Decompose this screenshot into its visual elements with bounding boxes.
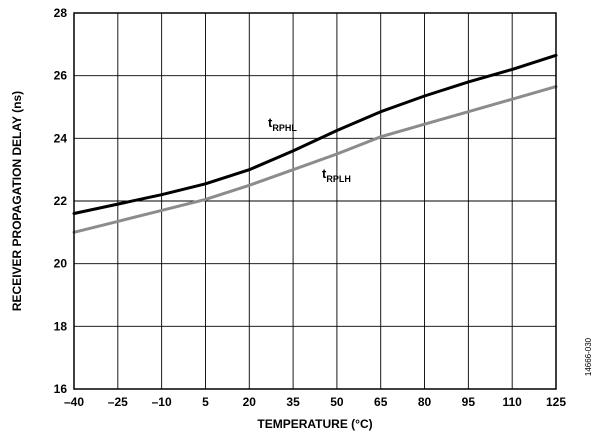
y-tick-label: 28: [54, 6, 68, 20]
y-tick-label: 20: [54, 257, 68, 271]
y-tick-label: 16: [54, 382, 68, 396]
x-tick-label: 35: [286, 395, 300, 409]
series-layer: [72, 53, 558, 234]
series-label-rphl: tRPHL: [268, 115, 297, 133]
series-label-rplh: tRPLH: [322, 166, 351, 184]
x-tick-label: –25: [108, 395, 128, 409]
x-tick-label: 50: [330, 395, 344, 409]
x-tick-label: 110: [503, 395, 523, 409]
series-labels: tRPHL tRPLH: [268, 115, 351, 184]
x-tick-labels: –40 –25 –10 5 20 35 50 65 80 95 110 125: [64, 395, 566, 409]
y-axis-label: RECEIVER PROPAGATION DELAY (ns): [10, 91, 24, 311]
series-line-rphl: [72, 53, 558, 215]
plot-frame: [73, 12, 557, 390]
y-tick-label: 18: [54, 319, 68, 333]
grid: [73, 12, 557, 390]
x-tick-label: –40: [64, 395, 84, 409]
x-tick-label: 95: [462, 395, 476, 409]
figure-id: 14666-030: [584, 337, 593, 376]
x-tick-label: 5: [202, 395, 209, 409]
x-tick-label: 20: [243, 395, 257, 409]
x-tick-label: 65: [374, 395, 388, 409]
x-axis-label: TEMPERATURE (°C): [257, 417, 372, 431]
x-tick-label: 125: [546, 395, 566, 409]
y-tick-label: 22: [54, 194, 68, 208]
y-tick-label: 26: [54, 69, 68, 83]
x-tick-label: –10: [152, 395, 172, 409]
series-line-rplh: [72, 85, 558, 234]
y-tick-label: 24: [54, 131, 68, 145]
y-tick-labels: 16 18 20 22 24 26 28: [54, 6, 68, 396]
x-tick-label: 80: [418, 395, 432, 409]
